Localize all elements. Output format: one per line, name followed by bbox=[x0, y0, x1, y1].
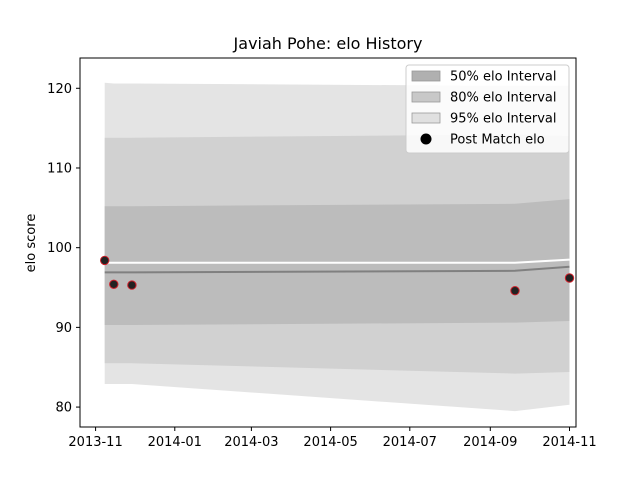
x-tick-label: 2013-11 bbox=[68, 435, 122, 450]
post-match-points bbox=[100, 255, 575, 296]
series-line bbox=[104, 265, 570, 274]
y-tick-label: 90 bbox=[55, 321, 72, 336]
y-tick-label: 110 bbox=[47, 161, 72, 176]
chart-title: Javiah Pohe: elo History bbox=[233, 34, 423, 53]
legend-label: Post Match elo bbox=[450, 133, 545, 148]
data-point bbox=[127, 280, 137, 290]
legend-label: 95% elo Interval bbox=[450, 112, 557, 127]
data-point bbox=[100, 255, 110, 266]
x-tick-label: 2014-07 bbox=[383, 435, 437, 450]
interval-bands bbox=[104, 82, 570, 412]
x-tick-label: 2014-03 bbox=[224, 435, 278, 450]
x-tick-label: 2014-01 bbox=[148, 435, 202, 450]
data-point bbox=[564, 273, 575, 283]
x-tick-label: 2014-09 bbox=[463, 435, 517, 450]
legend-marker bbox=[420, 133, 432, 145]
series-line bbox=[104, 258, 570, 264]
y-axis: 80 90 100 110 120 bbox=[47, 82, 80, 416]
legend-label: 50% elo Interval bbox=[450, 70, 557, 85]
data-point bbox=[510, 286, 520, 296]
x-axis: 2013-11 2014-01 2014-03 2014-05 2014-07 2014-… bbox=[68, 427, 597, 450]
x-tick-label: 2014-11 bbox=[542, 435, 596, 450]
y-tick-label: 80 bbox=[55, 401, 72, 416]
legend-label: 80% elo Interval bbox=[450, 91, 557, 106]
trend-lines bbox=[104, 258, 570, 274]
y-tick-label: 100 bbox=[47, 241, 72, 256]
legend-swatch bbox=[411, 91, 441, 103]
data-point bbox=[109, 279, 119, 289]
legend-swatch bbox=[411, 112, 441, 124]
x-tick-label: 2014-05 bbox=[303, 435, 357, 450]
legend-box bbox=[405, 64, 570, 154]
legend-swatch bbox=[411, 70, 441, 82]
plot-frame bbox=[79, 57, 577, 428]
legend: 50% elo Interval 80% elo Interval 95% elo … bbox=[405, 64, 570, 154]
y-tick-label: 120 bbox=[47, 82, 72, 97]
y-axis-label: elo score bbox=[24, 214, 39, 273]
